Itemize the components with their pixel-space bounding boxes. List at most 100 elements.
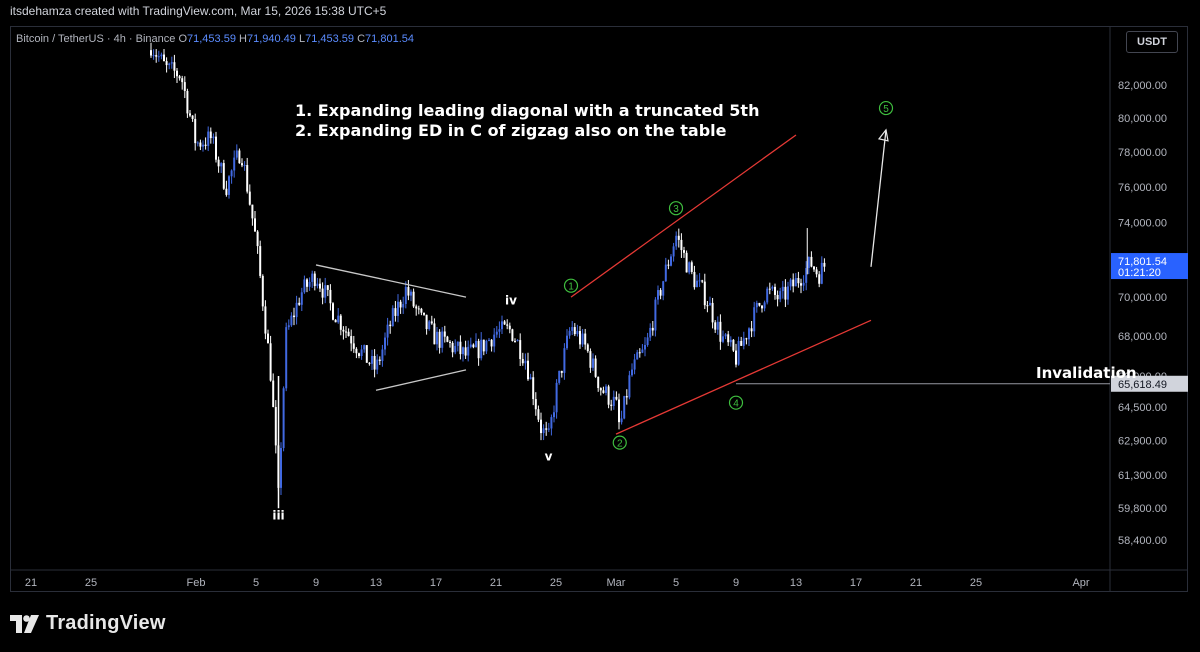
candle-body	[469, 344, 472, 347]
diagonal-upper	[570, 134, 797, 298]
candle-body	[365, 345, 368, 363]
currency-button[interactable]: USDT	[1126, 31, 1178, 53]
candle-body	[389, 324, 392, 327]
candle-body	[636, 352, 639, 360]
wave-label-1: 1	[568, 282, 574, 293]
candle-body	[215, 136, 217, 160]
candle-body	[337, 315, 340, 323]
candle-body	[675, 235, 678, 247]
candle-body	[222, 163, 225, 189]
candle-body	[558, 370, 561, 383]
candle-body	[813, 266, 815, 270]
candle-body	[399, 301, 402, 308]
close-value: 71,801.54	[365, 33, 414, 45]
last-price-countdown: 01:21:20	[1118, 267, 1161, 279]
x-tick-label: 21	[910, 577, 922, 589]
candle-body	[170, 62, 173, 64]
candle-body	[771, 286, 774, 289]
candle-body	[381, 349, 384, 361]
candle-body	[633, 359, 636, 370]
candle-body	[285, 327, 288, 389]
candle-body	[363, 345, 366, 350]
candle-body	[534, 399, 537, 410]
candle-body	[308, 281, 311, 287]
candle-body	[228, 176, 230, 195]
candle-body	[651, 327, 654, 331]
candle-body	[797, 277, 800, 284]
candle-body	[316, 283, 319, 287]
candle-body	[243, 165, 246, 167]
candle-body	[407, 287, 410, 296]
candle-body	[794, 277, 797, 287]
invalidation-label: Invalidation	[1036, 364, 1137, 382]
candle-body	[592, 358, 594, 368]
candle-body	[615, 396, 618, 400]
candle-body	[573, 327, 576, 335]
candle-body	[235, 150, 238, 158]
wave-label-circle	[878, 100, 894, 116]
last-price-badge	[1111, 253, 1188, 280]
candle-body	[685, 252, 688, 273]
candle-body	[493, 334, 496, 347]
y-tick-label: 59,800.00	[1118, 503, 1167, 515]
candle-body	[209, 131, 212, 139]
wave-label-circle	[563, 278, 579, 293]
x-tick-label: 13	[790, 577, 802, 589]
candle-body	[501, 321, 503, 330]
candle-body	[805, 268, 808, 283]
x-tick-label: 25	[85, 577, 97, 589]
candle-body	[750, 328, 753, 332]
candle-body	[248, 191, 251, 205]
candle-body	[657, 290, 659, 300]
candle-body	[207, 131, 210, 146]
candle-body	[550, 417, 553, 429]
low-label: L	[298, 33, 306, 45]
candle-body	[441, 331, 444, 348]
candle-body	[823, 262, 826, 267]
candle-body	[761, 305, 763, 309]
x-tick-label: 25	[970, 577, 982, 589]
wave-label-3: 3	[673, 204, 679, 215]
candle-body	[287, 325, 290, 328]
candle-body	[230, 170, 233, 177]
x-tick-label: 13	[370, 577, 382, 589]
chart-pane[interactable]	[10, 26, 1188, 592]
candle-body	[280, 448, 282, 488]
candle-body	[386, 324, 389, 338]
candle-body	[376, 359, 379, 370]
last-price-value: 71,801.54	[1118, 256, 1167, 268]
candle-body	[456, 341, 459, 346]
candle-body	[254, 218, 256, 232]
candle-body	[329, 289, 332, 304]
wave-label-4: 4	[733, 399, 739, 410]
candle-body	[371, 356, 373, 364]
tradingview-logo[interactable]: TradingView	[10, 612, 166, 635]
x-tick-label: 5	[253, 577, 259, 589]
candle-body	[358, 353, 360, 357]
candle-body	[553, 412, 555, 418]
candle-body	[540, 419, 542, 434]
candle-body	[152, 55, 155, 57]
candle-body	[186, 90, 189, 114]
candle-body	[256, 231, 259, 247]
candle-body	[683, 250, 685, 253]
candle-body	[373, 356, 376, 370]
candle-body	[425, 314, 428, 330]
candle-body	[628, 375, 631, 398]
candle-body	[300, 292, 303, 305]
candle-body	[454, 345, 457, 353]
candle-body	[716, 321, 719, 330]
candle-body	[789, 279, 792, 287]
candle-body	[225, 188, 228, 195]
candle-body	[698, 280, 701, 282]
high-value: 71,940.49	[246, 33, 296, 45]
candle-body	[436, 331, 438, 345]
x-tick-label: 21	[490, 577, 502, 589]
candle-body	[748, 328, 750, 340]
candle-body	[485, 340, 488, 352]
candle-body	[571, 327, 574, 331]
triangle-upper	[315, 264, 467, 298]
candle-body	[607, 386, 610, 405]
